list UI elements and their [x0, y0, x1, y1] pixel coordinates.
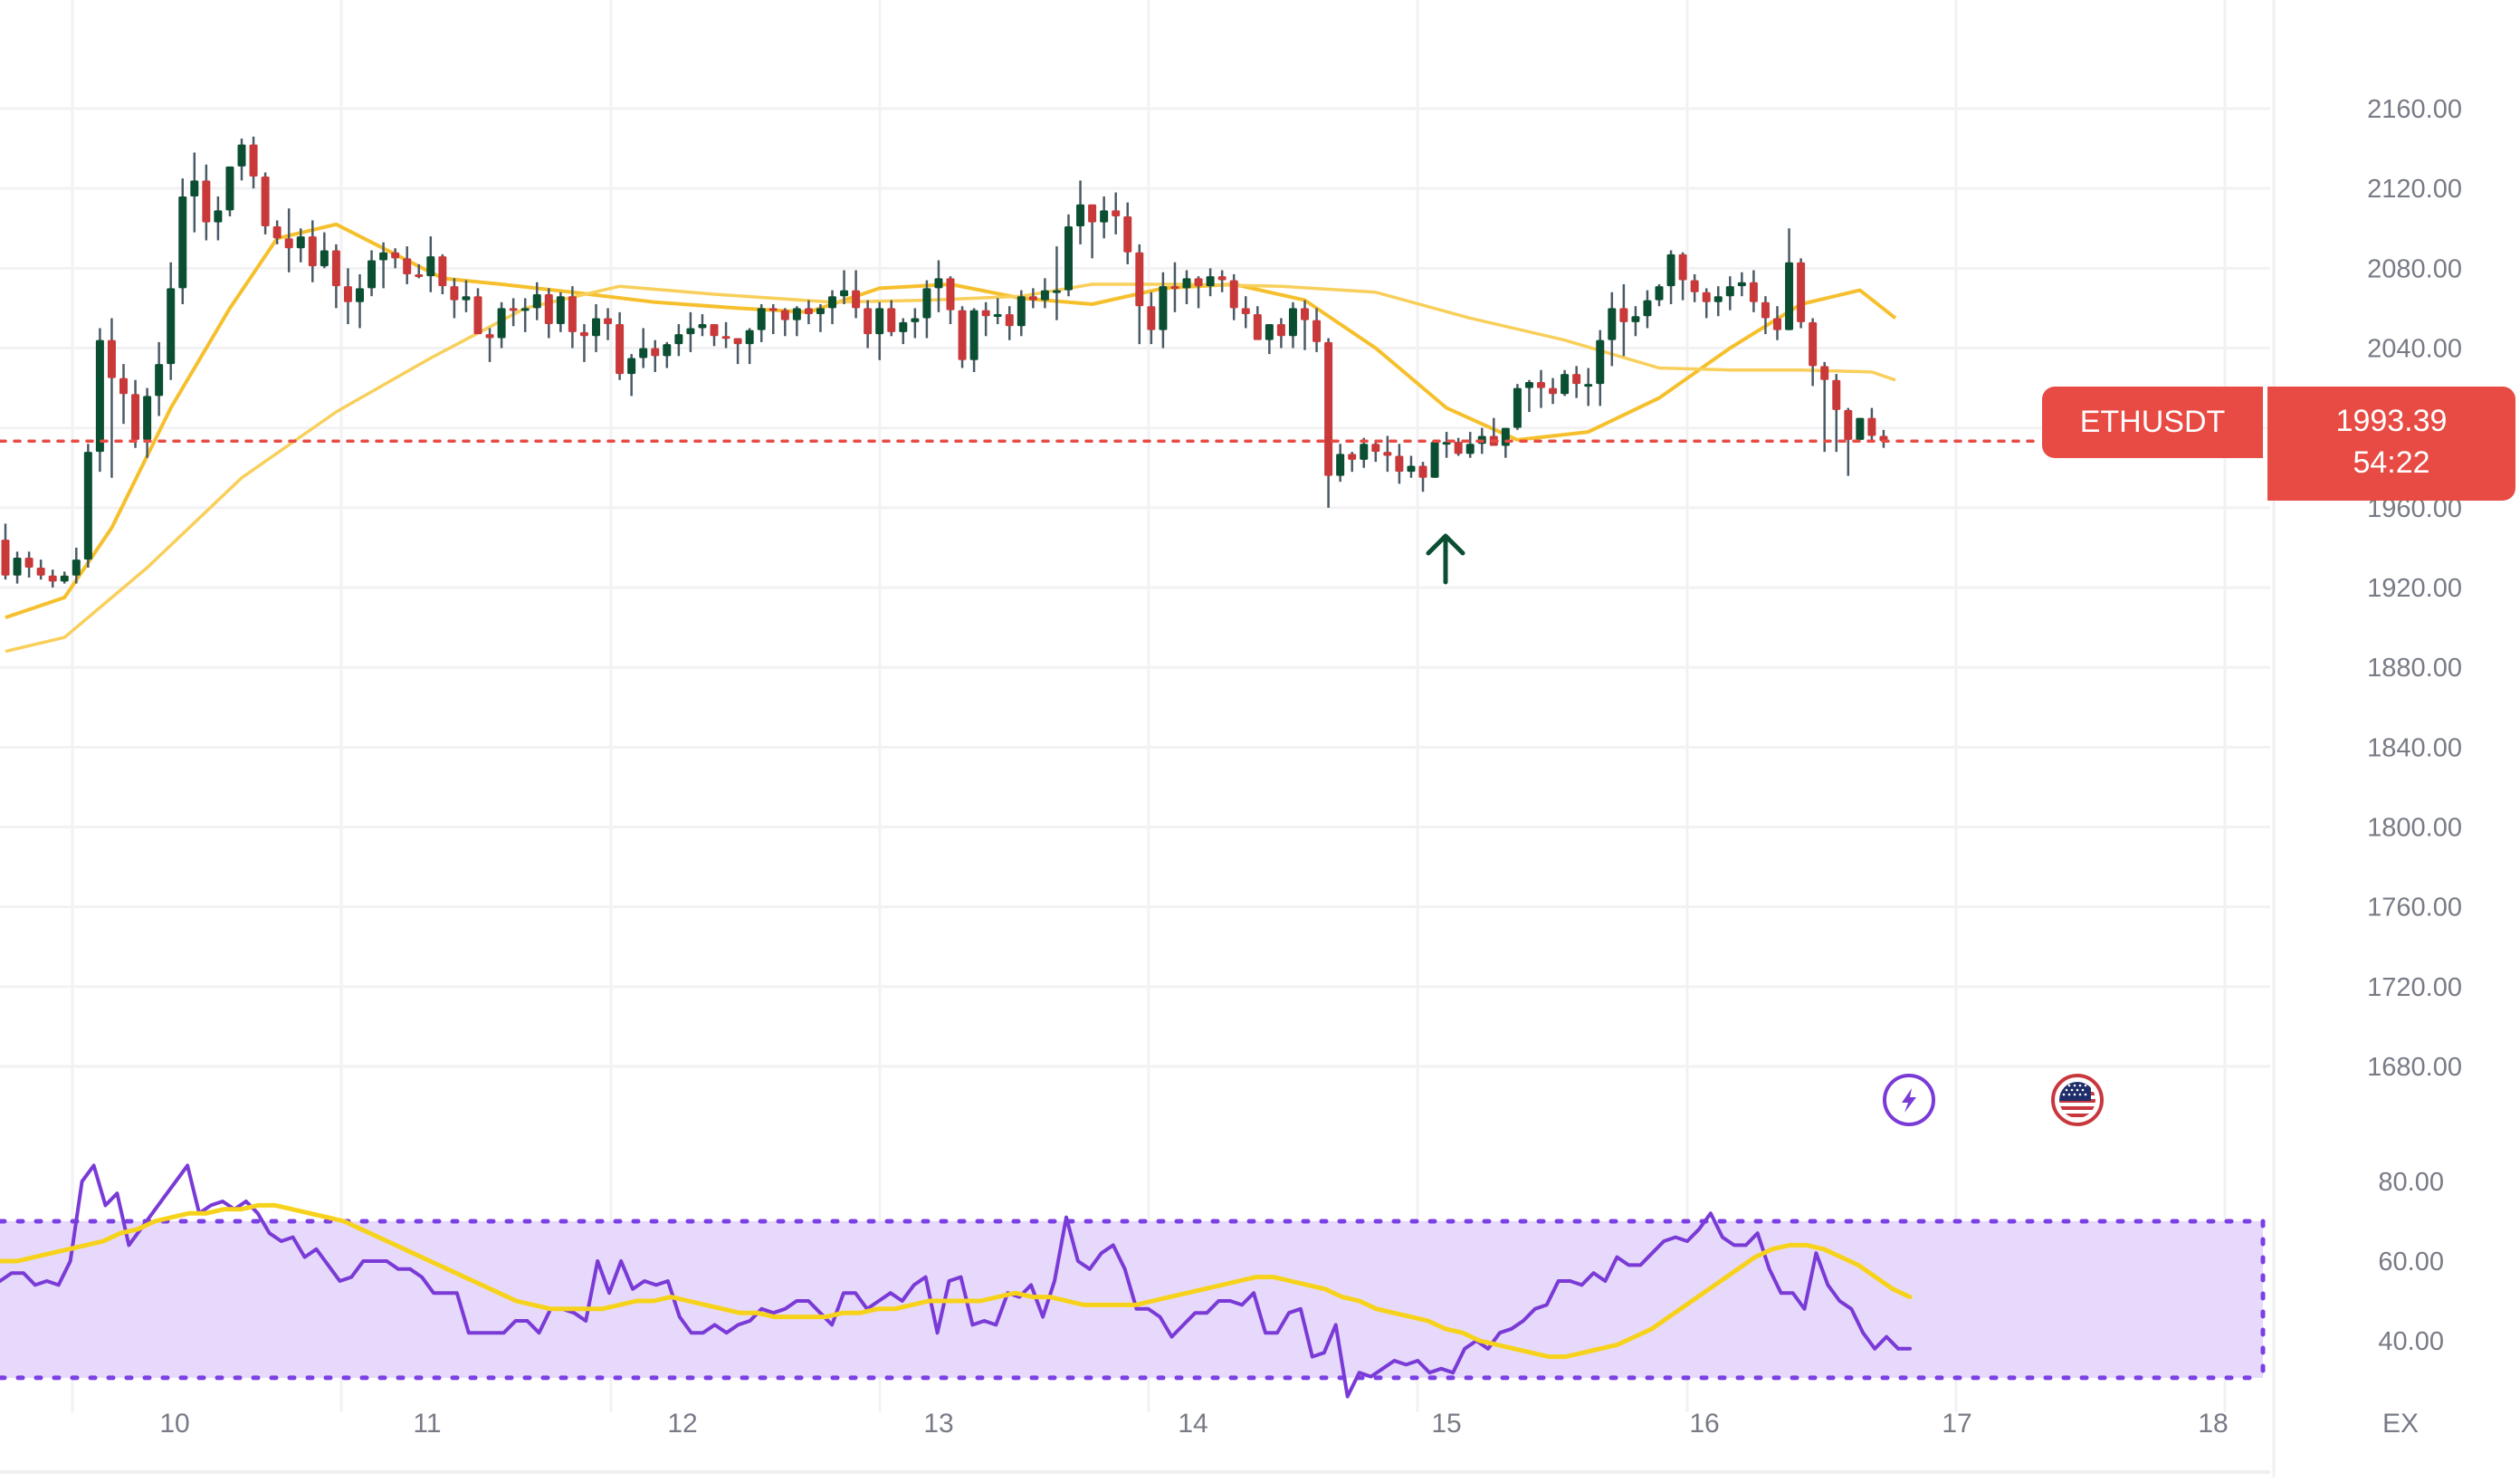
price-axis-label: 1680.00	[2367, 1053, 2462, 1082]
time-axis-label: 16	[1689, 1409, 1719, 1439]
price-axis-label: 2080.00	[2367, 254, 2462, 283]
rsi-lines	[0, 1163, 1913, 1399]
candle-countdown: 54:22	[2353, 445, 2430, 480]
us-flag-icon	[2059, 1082, 2095, 1118]
rsi-axis-label: 40.00	[2378, 1327, 2444, 1356]
candlestick-series	[1, 136, 1888, 588]
price-axis-label: 1720.00	[2367, 973, 2462, 1002]
last-price-tag: 1993.39 54:22	[2267, 387, 2515, 501]
price-axis-label: 2160.00	[2367, 95, 2462, 124]
rsi-axis[interactable]: 80.00 60.00 40.00	[2378, 1168, 2444, 1356]
price-axis[interactable]: 2160.002120.002080.002040.001960.001920.…	[2367, 95, 2462, 1082]
time-axis[interactable]: 10 11 12 13 14 15 16 17 18 EX	[159, 1409, 2419, 1439]
symbol-tag: ETHUSDT	[2042, 387, 2263, 458]
time-axis-label: 15	[1431, 1409, 1461, 1439]
price-axis-label: 1800.00	[2367, 814, 2462, 843]
lightning-icon	[1902, 1088, 1916, 1113]
rsi-axis-label: 60.00	[2378, 1248, 2444, 1276]
price-axis-label: 1880.00	[2367, 654, 2462, 683]
time-axis-label: 12	[667, 1409, 697, 1439]
time-axis-label: 17	[1942, 1409, 1971, 1439]
up-arrow-icon	[1426, 533, 1465, 585]
price-axis-label: 1840.00	[2367, 733, 2462, 762]
time-axis-label: 10	[159, 1409, 189, 1439]
price-axis-label: 2120.00	[2367, 175, 2462, 204]
rsi-overbought-oversold-band	[0, 1219, 2266, 1381]
time-axis-label: 18	[2198, 1409, 2228, 1439]
us-flag-event-marker[interactable]	[2051, 1074, 2104, 1126]
time-axis-label: 14	[1178, 1409, 1208, 1439]
time-axis-label: 13	[923, 1409, 953, 1439]
price-axis-label: 1920.00	[2367, 574, 2462, 603]
time-axis-label: 11	[413, 1409, 441, 1439]
last-price-value: 1993.39	[2335, 404, 2448, 438]
price-axis-label: 1760.00	[2367, 894, 2462, 923]
grid-lines	[0, 0, 2276, 1477]
rsi-axis-label: 80.00	[2378, 1168, 2444, 1197]
price-axis-label: 2040.00	[2367, 335, 2462, 364]
time-axis-corner-label[interactable]: EX	[2382, 1409, 2419, 1439]
lightning-event-marker[interactable]	[1883, 1074, 1935, 1126]
